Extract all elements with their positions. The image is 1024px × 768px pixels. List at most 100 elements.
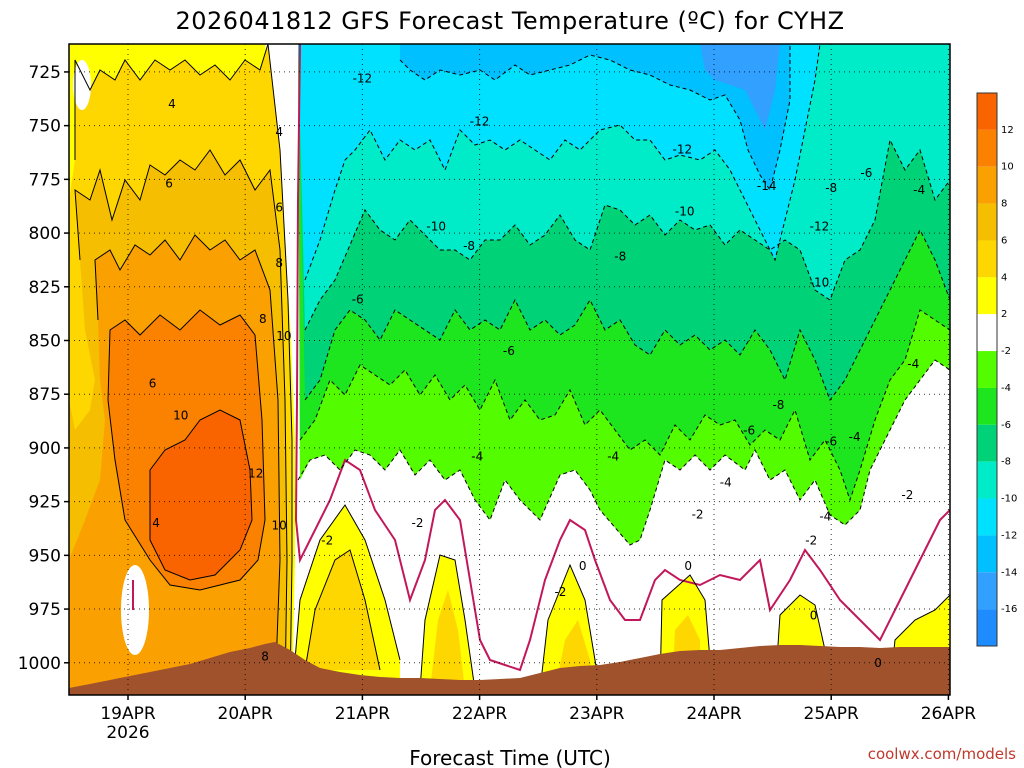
contour-label: -12	[353, 71, 373, 85]
positive-contours	[74, 44, 950, 695]
contour-label: -10	[426, 220, 446, 234]
colorbar: 12 10 8 6 4 2 -2 -4 -6 -8 -10 -12 -14 -16	[976, 92, 1017, 647]
contour-label: -6	[825, 434, 837, 448]
x-tick-label: 24APR	[686, 704, 742, 724]
contour-label: -6	[743, 424, 755, 438]
y-tick-label: 800	[29, 224, 61, 244]
contour-label: 8	[261, 649, 269, 663]
x-axis-label: Forecast Time (UTC)	[409, 746, 611, 768]
y-axis: 725 750 775 800 825 850 875 900 925 950 975 1000	[18, 63, 69, 674]
colorbar-label: -10	[1001, 494, 1017, 505]
y-tick-label: 925	[29, 493, 61, 513]
contour-label: -14	[757, 179, 777, 193]
contour-label: -2	[554, 585, 566, 599]
terrain	[69, 642, 950, 695]
contour-label: 6	[275, 200, 283, 214]
contour-label: -12	[810, 220, 830, 234]
y-tick-label: 825	[29, 278, 61, 298]
colorbar-swatch	[977, 424, 997, 462]
grid-lines	[69, 44, 950, 695]
x-tick-label: 21APR	[335, 704, 391, 724]
colorbar-swatch	[977, 351, 997, 388]
colorbar-swatch	[977, 498, 997, 536]
bubble-22apr-inner	[430, 590, 465, 690]
colorbar-label: 10	[1001, 162, 1014, 173]
contour-label: -12	[673, 142, 693, 156]
y-tick-label: 775	[29, 170, 61, 190]
colorbar-swatch	[977, 129, 997, 167]
contour-label: 8	[275, 256, 283, 270]
white-hole	[121, 565, 149, 655]
contour-label: 0	[874, 656, 882, 670]
colorbar-swatch	[977, 535, 997, 573]
x-tick-label: 20APR	[218, 704, 274, 724]
contour-label: -10	[675, 205, 695, 219]
colorbar-label: -16	[1001, 604, 1017, 615]
contour-label: -4	[819, 510, 831, 524]
contour-label: 0	[684, 559, 692, 573]
contour-label: -4	[913, 183, 925, 197]
contour-label: -2	[805, 533, 817, 547]
contour-label: -2	[321, 533, 333, 547]
contour-label: -4	[907, 357, 919, 371]
plot-area	[69, 44, 950, 695]
x-tick-label: 23APR	[569, 704, 625, 724]
plot-frame	[68, 43, 951, 696]
colorbar-swatch	[977, 203, 997, 241]
region-minus12	[298, 44, 820, 280]
colorbar-label: 6	[1001, 235, 1007, 246]
contour-label: 6	[149, 376, 157, 390]
y-tick-label: 975	[29, 600, 61, 620]
x-tick-label: 26APR	[921, 704, 977, 724]
contour-label: -8	[772, 398, 784, 412]
colorbar-label: -4	[1001, 383, 1011, 394]
colorbar-label: -14	[1001, 567, 1017, 578]
colorbar-label: -12	[1001, 530, 1017, 541]
contour-label: -2	[411, 516, 423, 530]
contour-label: -6	[503, 344, 515, 358]
colorbar-swatch	[977, 461, 997, 499]
contour-label: 6	[165, 177, 173, 191]
region-minus14	[400, 44, 790, 190]
contour-label: 10	[272, 518, 287, 532]
white-hole-top	[73, 60, 91, 110]
contour-label: 12	[248, 467, 263, 481]
contour-label: -8	[463, 239, 475, 253]
contour-label: -6	[860, 166, 872, 180]
colorbar-swatch	[977, 240, 997, 278]
contour-label: -4	[720, 475, 732, 489]
contour-label: 8	[259, 312, 267, 326]
region-minus16	[700, 44, 780, 130]
contour-label: -6	[352, 293, 364, 307]
bubble-21apr-inner	[305, 550, 380, 670]
y-tick-label: 950	[29, 546, 61, 566]
contour-label: -12	[470, 114, 490, 128]
contour-label: -8	[614, 250, 626, 264]
contour-label: -4	[849, 430, 861, 444]
colorbar-swatch	[977, 609, 997, 646]
colorbar-label: -8	[1001, 457, 1011, 468]
colorbar-swatch	[977, 572, 997, 610]
y-tick-label: 900	[29, 439, 61, 459]
contour-label: -10	[810, 275, 830, 289]
colorbar-label: 8	[1001, 199, 1007, 210]
contour-label: -2	[692, 508, 704, 522]
colorbar-label: -2	[1001, 346, 1011, 357]
contour-labels: 4 6 6 4 10 8 10 12 4 6 8 10 8 -12 -12 -12 -14 -10 -10 -12 -8…	[149, 71, 925, 669]
chart-title: 2026041812 GFS Forecast Temperature (ºC)…	[175, 7, 844, 35]
zero-isotherms	[132, 44, 950, 672]
colorbar-label: -6	[1001, 420, 1011, 431]
contour-label: 10	[173, 409, 188, 423]
contour-label: -4	[607, 450, 619, 464]
x-tick-label: 19APR	[100, 704, 156, 724]
y-tick-label: 875	[29, 385, 61, 405]
x-year-label: 2026	[106, 723, 149, 743]
colorbar-frame	[976, 92, 998, 647]
y-tick-label: 850	[29, 331, 61, 351]
negative-contours	[297, 44, 950, 546]
y-tick-label: 750	[29, 117, 61, 137]
contour-label: 0	[810, 609, 818, 623]
y-tick-label: 725	[29, 63, 61, 83]
credit-text: coolwx.com/models	[868, 745, 1016, 763]
